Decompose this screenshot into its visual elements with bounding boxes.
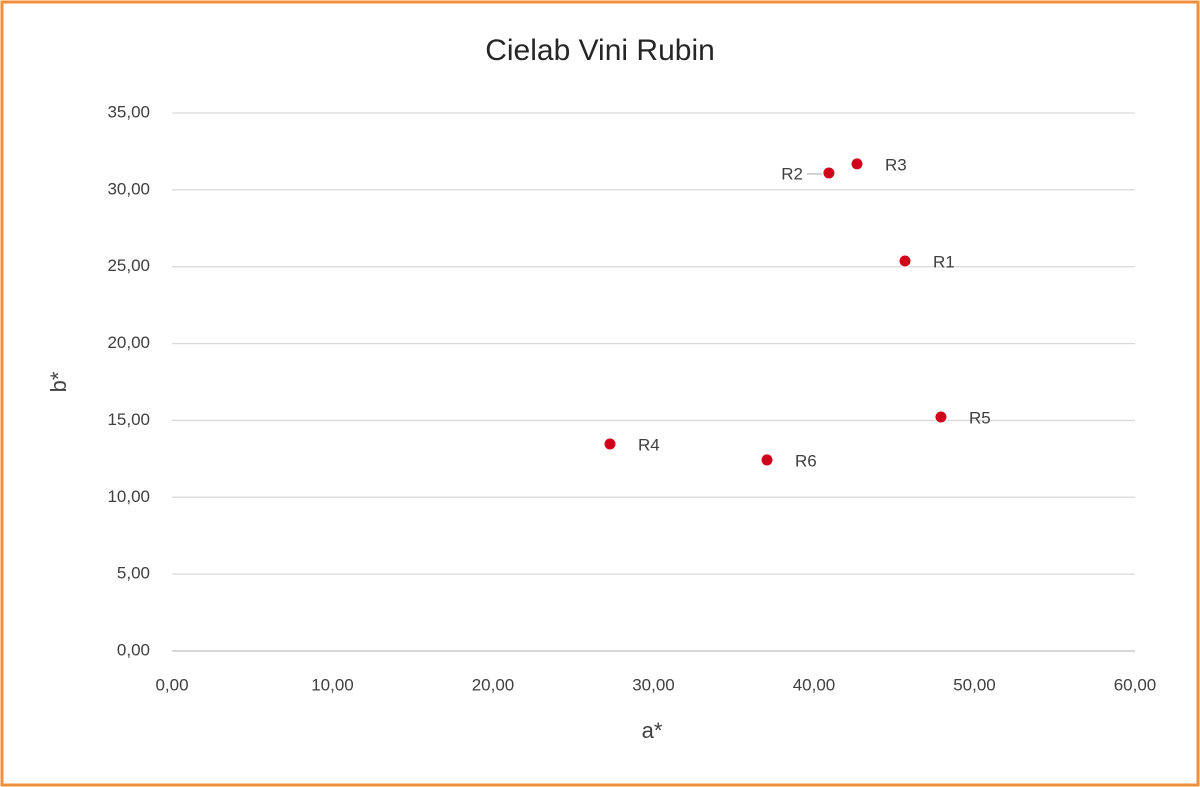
- x-tick-label: 0,00: [155, 675, 188, 694]
- y-tick-label: 10,00: [107, 487, 150, 506]
- point: [822, 166, 836, 180]
- x-tick-label: 30,00: [632, 675, 675, 694]
- chart-title: Cielab Vini Rubin: [485, 34, 715, 67]
- point: [934, 410, 948, 424]
- y-tick-label: 20,00: [107, 333, 150, 352]
- y-tick-label: 5,00: [117, 564, 150, 583]
- point-label: R4: [638, 435, 660, 454]
- point-label: R3: [885, 155, 907, 174]
- point-label: R5: [969, 409, 991, 428]
- point-label: R6: [795, 451, 817, 470]
- point: [850, 157, 864, 171]
- x-axis-label: a*: [642, 718, 663, 743]
- x-tick-label: 50,00: [953, 675, 996, 694]
- point: [603, 437, 617, 451]
- y-tick-label: 25,00: [107, 256, 150, 275]
- y-tick-label: 35,00: [107, 102, 150, 121]
- x-tick-label: 20,00: [472, 675, 515, 694]
- x-tick-label: 10,00: [311, 675, 354, 694]
- point-label: R2: [781, 164, 803, 183]
- x-tick-label: 40,00: [793, 675, 836, 694]
- y-tick-label: 30,00: [107, 179, 150, 198]
- point-label: R1: [933, 253, 955, 272]
- x-tick-label: 60,00: [1114, 675, 1157, 694]
- y-tick-label: 0,00: [117, 640, 150, 659]
- point: [898, 254, 912, 268]
- y-axis-label: b*: [46, 371, 71, 392]
- point: [760, 453, 774, 467]
- y-tick-label: 15,00: [107, 410, 150, 429]
